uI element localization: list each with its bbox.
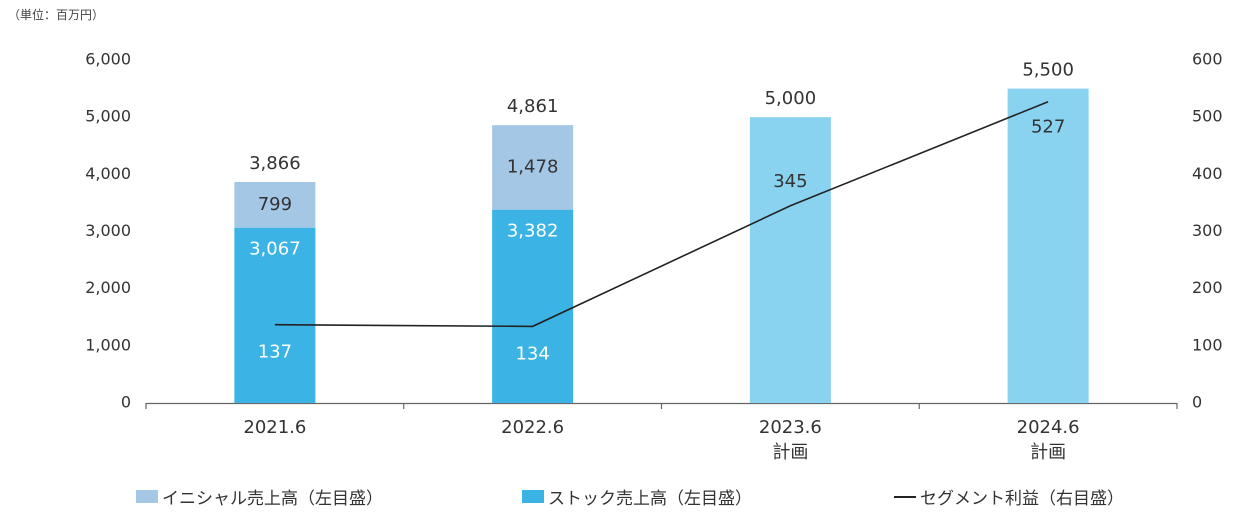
data-label-initial: 799	[258, 194, 292, 215]
legend-item-initial: イニシャル売上高（左目盛）	[136, 484, 383, 509]
bar-plan	[1007, 88, 1089, 403]
y-right-tick-label: 600	[1192, 50, 1223, 69]
bar-stock	[492, 209, 574, 403]
profit-line	[274, 100, 1049, 328]
legend-label-profit: セグメント利益（右目盛）	[920, 489, 1124, 509]
data-label-initial: 1,478	[507, 156, 559, 177]
y-left-tick-label: 3,000	[85, 221, 131, 240]
bar-initial	[234, 181, 316, 228]
y-right-tick-label: 500	[1192, 107, 1223, 126]
legend-swatch-initial	[136, 490, 158, 503]
bar-initial	[492, 125, 574, 210]
data-label-stock: 3,067	[249, 239, 301, 260]
data-label-stock: 3,382	[507, 221, 559, 242]
y-left-tick-label: 5,000	[85, 107, 131, 126]
data-label-total: 4,861	[507, 96, 559, 117]
legend-swatch-stock	[522, 490, 544, 503]
x-tick-label: 2021.6	[243, 417, 306, 438]
y-right-tick-label: 200	[1192, 278, 1223, 297]
legend-item-stock: ストック売上高（左目盛）	[522, 484, 752, 509]
y-right-tick-label: 300	[1192, 221, 1223, 240]
x-tick-label: 2023.6	[759, 417, 822, 438]
y-right-tick-label: 400	[1192, 164, 1223, 183]
data-label-profit: 345	[773, 171, 807, 192]
data-label-profit: 137	[258, 342, 292, 363]
y-right-tick-label: 100	[1192, 335, 1223, 354]
y-left-tick-label: 1,000	[85, 335, 131, 354]
x-tick-sublabel: 計画	[1030, 442, 1066, 463]
data-label-total: 5,500	[1022, 60, 1074, 81]
y-left-tick-label: 0	[121, 393, 131, 412]
data-label-profit: 134	[515, 343, 549, 364]
data-label-total: 3,866	[249, 153, 301, 174]
legend: イニシャル売上高（左目盛） ストック売上高（左目盛） セグメント利益（右目盛）	[0, 484, 1234, 510]
y-right-tick-label: 0	[1192, 393, 1202, 412]
x-tick-sublabel: 計画	[772, 442, 808, 463]
legend-item-profit: セグメント利益（右目盛）	[894, 484, 1124, 509]
combo-chart: 0 1,000 2,000 3,000 4,000 5,000 6,000 0 100 200 30…	[85, 50, 1223, 464]
legend-label-stock: ストック売上高（左目盛）	[548, 489, 752, 509]
y-left-tick-label: 2,000	[85, 278, 131, 297]
bar-stock	[234, 227, 316, 403]
unit-label: （単位：百万円）	[8, 8, 105, 22]
legend-label-initial: イニシャル売上高（左目盛）	[162, 489, 383, 509]
x-tick-label: 2024.6	[1017, 417, 1080, 438]
y-left-tick-label: 6,000	[85, 50, 131, 69]
x-tick-label: 2022.6	[501, 417, 564, 438]
legend-line-profit	[894, 495, 916, 498]
data-label-total: 5,000	[765, 88, 817, 109]
y-left-tick-label: 4,000	[85, 164, 131, 183]
data-label-profit: 527	[1031, 117, 1065, 138]
bar-plan	[749, 117, 831, 404]
